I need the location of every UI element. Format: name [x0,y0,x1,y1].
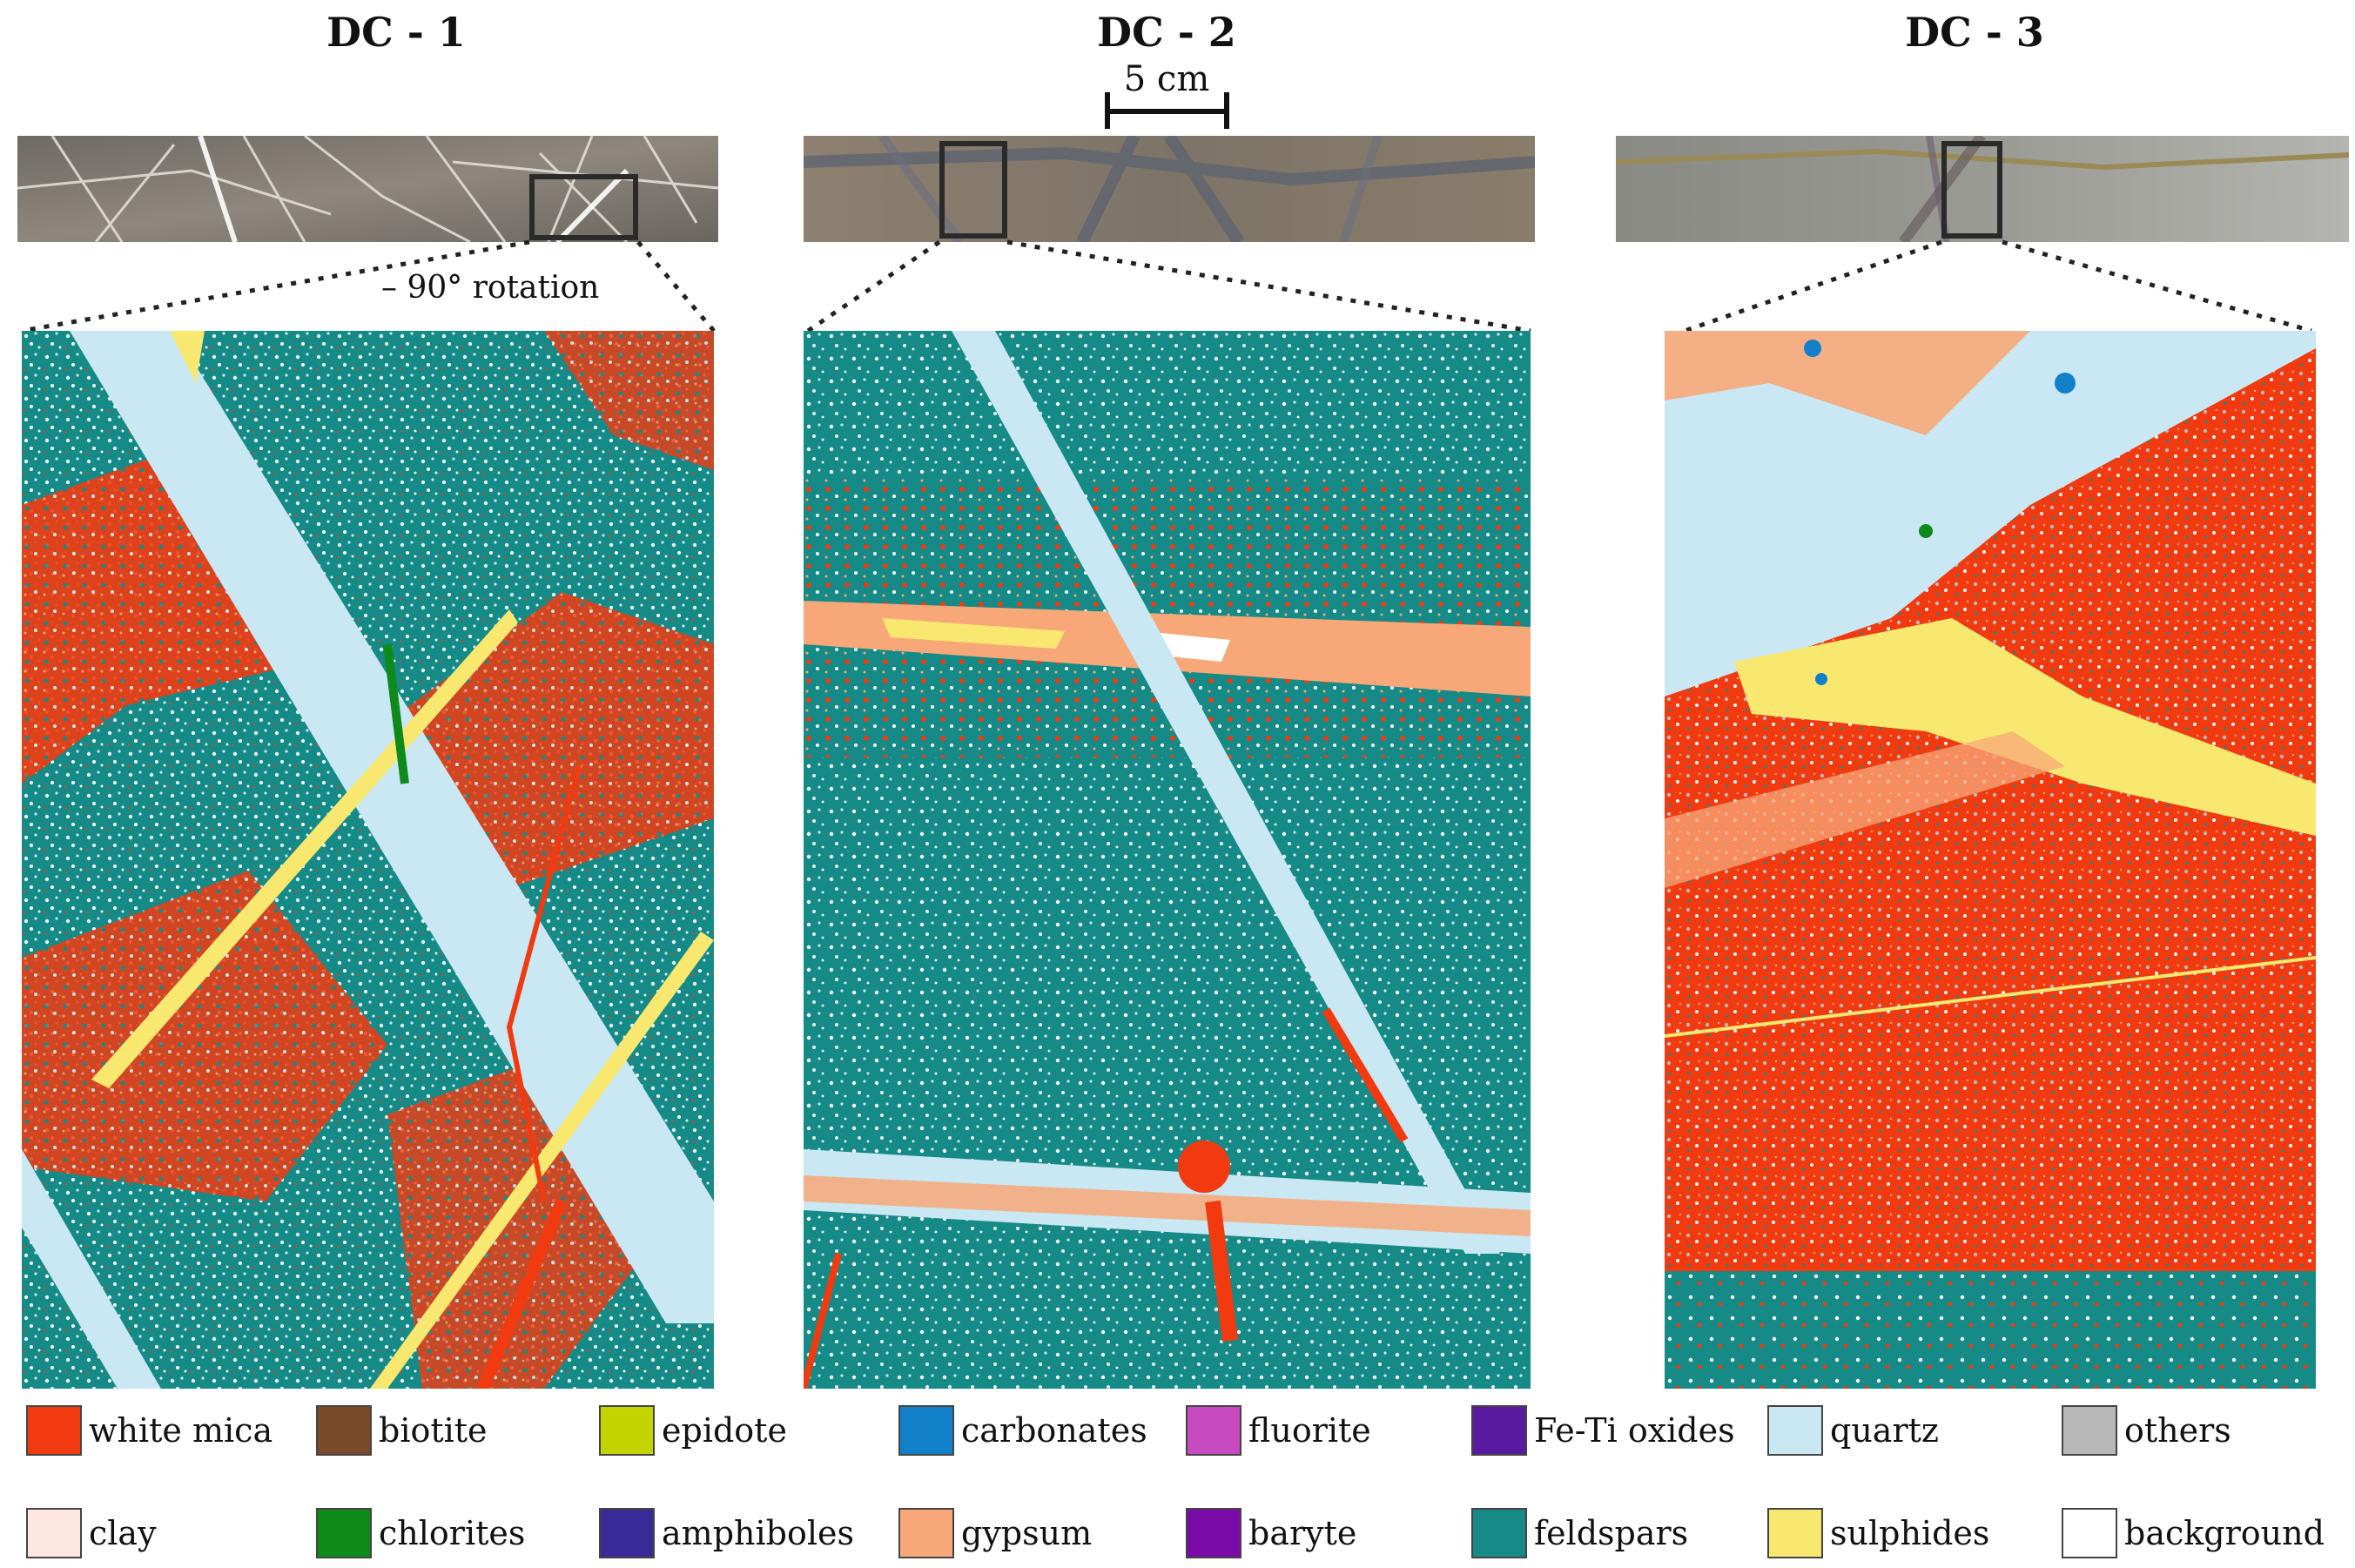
inset-box-dc3 [1941,141,2002,239]
inset-box-dc1 [529,174,638,240]
legend-item-biotite: biotite [316,1400,488,1461]
legend-swatch [2062,1508,2117,1558]
core-photo-dc1 [17,136,718,242]
legend-label: amphiboles [662,1514,854,1552]
legend-item-epidote: epidote [599,1400,787,1461]
legend-swatch [2062,1405,2117,1456]
legend-label: quartz [1830,1411,1939,1450]
legend-swatch [26,1508,82,1558]
legend-label: gypsum [961,1514,1093,1552]
legend-swatch [1471,1508,1527,1558]
legend-item-fluorite: fluorite [1186,1400,1371,1461]
legend-item-feldspars: feldspars [1471,1503,1688,1564]
scale-bar-label: 5 cm [1123,59,1210,99]
mineral-map-dc3 [1665,331,2316,1389]
mineral-map-dc2 [804,331,1531,1389]
legend-item-baryte: baryte [1186,1503,1356,1564]
legend-item-chlorites: chlorites [316,1503,525,1564]
legend-label: clay [89,1514,157,1552]
legend-label: chlorites [379,1514,526,1552]
legend-swatch [26,1405,82,1456]
legend-item-background: background [2062,1503,2325,1564]
legend-swatch [1767,1405,1823,1456]
legend-swatch [1471,1405,1527,1456]
scale-bar [1105,92,1229,129]
legend-label: carbonates [961,1411,1147,1450]
legend-label: biotite [379,1411,488,1450]
legend-swatch [1767,1508,1823,1558]
legend-item-amphiboles: amphiboles [599,1503,854,1564]
legend-item-gypsum: gypsum [898,1503,1092,1564]
legend-item-carbonates: carbonates [898,1400,1147,1461]
legend-swatch [898,1405,954,1456]
mineral-map-dc1 [22,331,714,1389]
legend-swatch [316,1508,372,1558]
legend-swatch [599,1405,655,1456]
legend-label: others [2124,1411,2231,1450]
legend-label: sulphides [1830,1514,1990,1552]
panel-title-dc3: DC - 3 [1905,9,2044,56]
legend-item-sulphides: sulphides [1767,1503,1989,1564]
legend-label: white mica [89,1411,273,1450]
panel-title-dc2: DC - 2 [1097,9,1236,56]
legend-label: baryte [1248,1514,1357,1552]
legend-label: epidote [662,1411,787,1450]
legend-label: background [2124,1514,2325,1552]
legend-label: feldspars [1534,1514,1689,1552]
legend-swatch [1186,1508,1241,1558]
inset-box-dc2 [939,141,1007,239]
rotation-note: – 90° rotation [381,270,600,306]
core-photo-dc3 [1616,136,2349,242]
legend-item-quartz: quartz [1767,1400,1939,1461]
legend-swatch [1186,1405,1241,1456]
core-photo-dc2 [804,136,1535,242]
legend-item-clay: clay [26,1503,157,1564]
legend-item-white-mica: white mica [26,1400,273,1461]
legend-swatch [316,1405,372,1456]
legend-swatch [599,1508,655,1558]
legend-label: Fe-Ti oxides [1534,1411,1735,1450]
legend-item-others: others [2062,1400,2231,1461]
legend-item-fe-ti-oxides: Fe-Ti oxides [1471,1400,1735,1461]
legend-swatch [898,1508,954,1558]
panel-title-dc1: DC - 1 [326,9,466,56]
legend-label: fluorite [1248,1411,1371,1450]
